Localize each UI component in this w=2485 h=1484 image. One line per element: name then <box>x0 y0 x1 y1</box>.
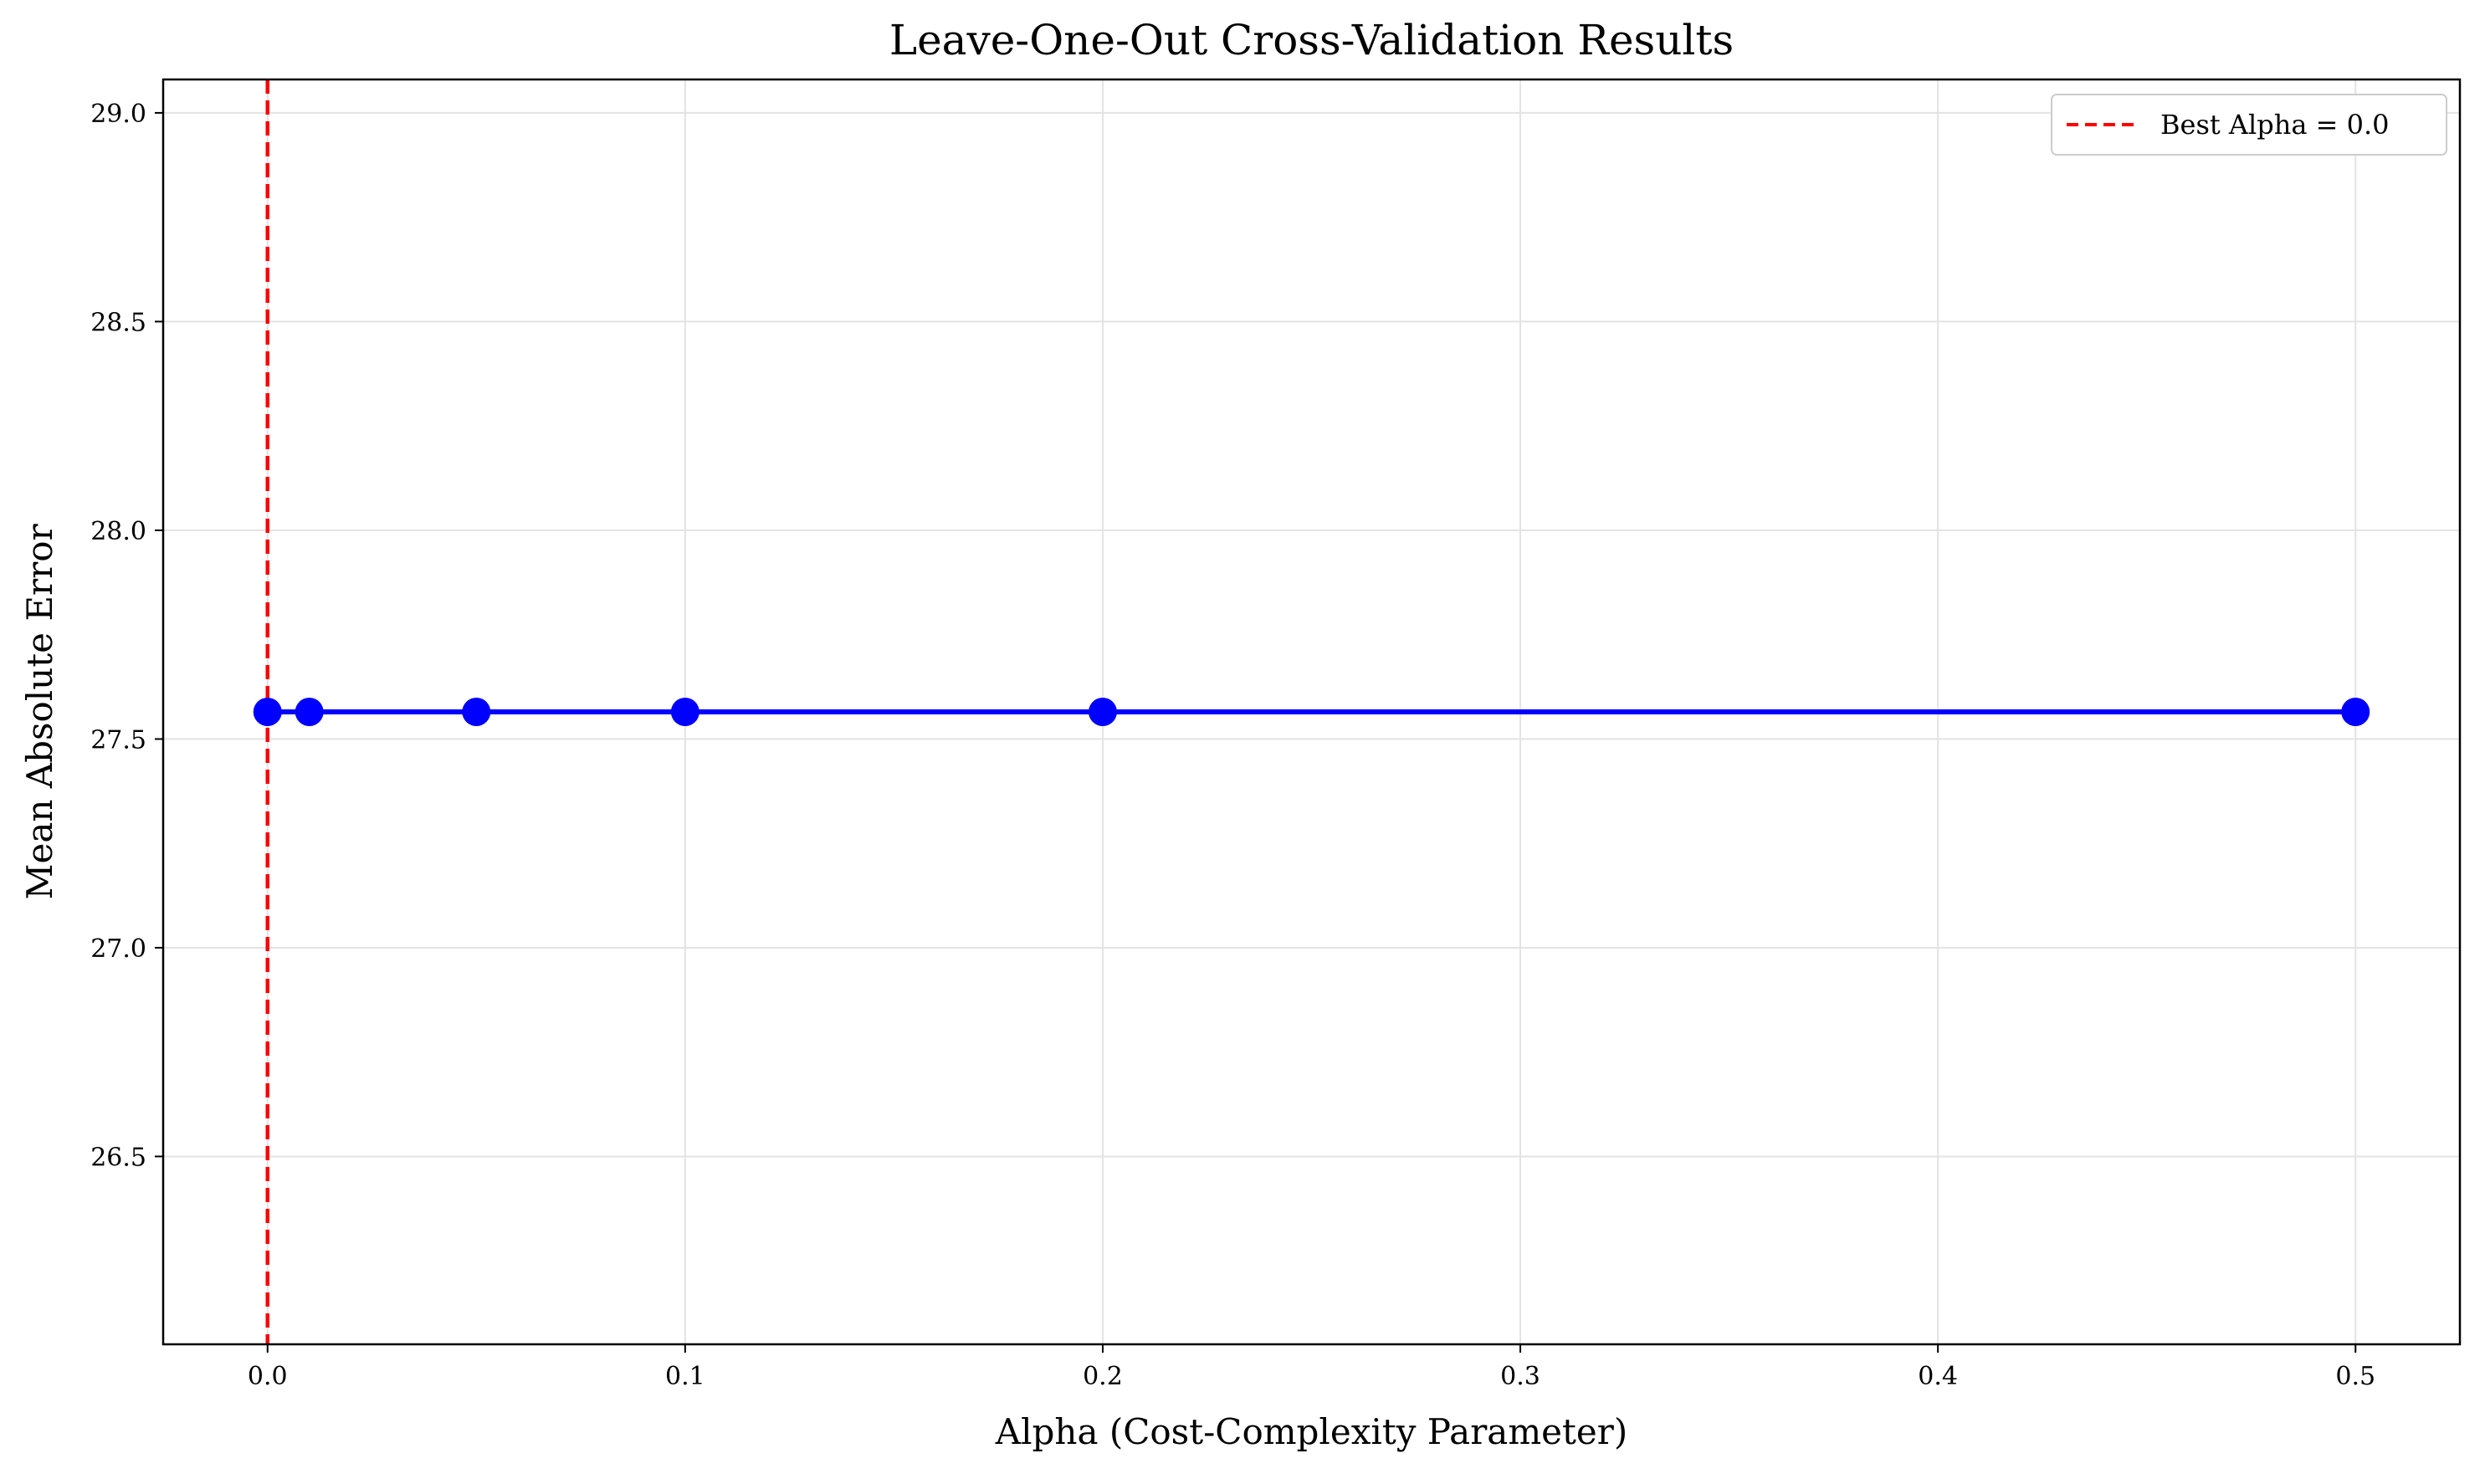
legend-box <box>2051 94 2447 156</box>
series-layer <box>253 698 2370 726</box>
data-point <box>670 698 699 726</box>
x-tick-label: 0.2 <box>1083 1362 1123 1391</box>
y-axis-label: Mean Absolute Error <box>19 524 60 900</box>
x-tick-label: 0.1 <box>665 1362 705 1391</box>
x-tick-label: 0.4 <box>1918 1362 1958 1391</box>
legend-label-best-alpha: Best Alpha = 0.0 <box>2160 109 2389 141</box>
x-axis-label: Alpha (Cost-Complexity Parameter) <box>995 1411 1627 1452</box>
data-point <box>1088 698 1117 726</box>
y-tick-label: 27.5 <box>90 725 146 755</box>
chart-title: Leave-One-Out Cross-Validation Results <box>889 16 1734 64</box>
legend: Best Alpha = 0.0 <box>2051 94 2447 156</box>
y-tick-label: 28.0 <box>90 517 146 546</box>
data-point <box>2341 698 2370 726</box>
plot-frame <box>161 78 2462 1346</box>
y-tick-label: 27.0 <box>90 934 146 964</box>
x-axis-ticks: 0.0 0.1 0.2 0.3 0.4 0.5 <box>248 1344 2375 1391</box>
data-point <box>462 698 491 726</box>
x-tick-label: 0.3 <box>1500 1362 1540 1391</box>
y-axis-ticks: 26.5 27.0 27.5 28.0 28.5 29.0 <box>90 100 163 1172</box>
y-tick-label: 28.5 <box>90 308 146 337</box>
y-tick-label: 29.0 <box>90 100 146 129</box>
x-tick-label: 0.0 <box>248 1362 288 1391</box>
data-point <box>295 698 324 726</box>
y-tick-label: 26.5 <box>90 1143 146 1172</box>
x-tick-label: 0.5 <box>2335 1362 2375 1391</box>
data-point <box>253 698 282 726</box>
